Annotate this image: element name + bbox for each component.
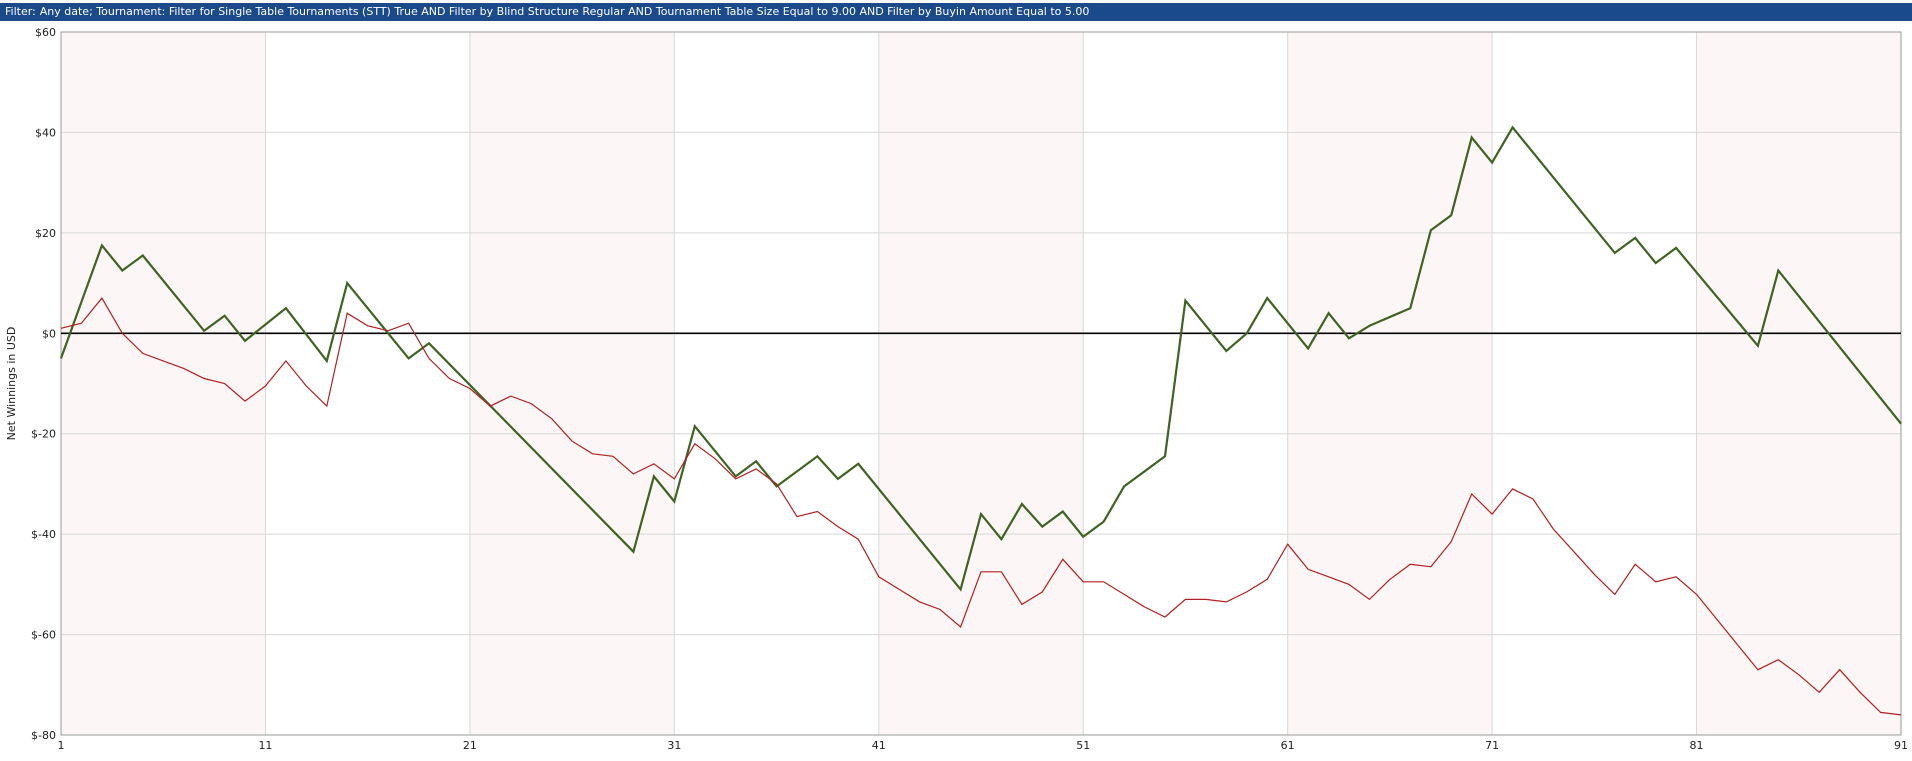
y-tick-label: $-80: [31, 729, 56, 742]
x-tick-label: 91: [1894, 739, 1908, 752]
x-tick-label: 81: [1690, 739, 1704, 752]
y-tick-label: $0: [42, 327, 56, 340]
y-tick-label: $60: [35, 26, 56, 39]
y-tick-label: $20: [35, 227, 56, 240]
x-tick-label: 11: [258, 739, 272, 752]
chart-band: [265, 32, 470, 735]
x-axis-ticks: 1 11 21 31 41 51 61 71 81 91: [58, 739, 1909, 752]
filter-text: Any date; Tournament: Filter for Single …: [39, 5, 1090, 18]
y-axis-ticks: $60 $40 $20 $0 $-20 $-40 $-60 $-80: [31, 26, 56, 742]
chart-svg: $60$40$20$0$-20$-40$-60$-80 1 11 21 31 41 51 6…: [5, 26, 1909, 752]
chart-band: [878, 32, 1084, 735]
y-tick-label: $-60: [31, 629, 56, 642]
chart-band: [1696, 32, 1901, 735]
chart-bands: [61, 32, 1901, 735]
chart-band: [469, 32, 675, 735]
y-tick-label: $-40: [31, 528, 56, 541]
x-tick-label: 21: [463, 739, 477, 752]
filter-bar: Filter: Any date; Tournament: Filter for …: [0, 3, 1912, 21]
net-winnings-chart: $60 $40 $20 $0 $-20 $-40 $-60 $-80 1 11 21 31 41 51 6…: [0, 21, 1912, 761]
chart-band: [1287, 32, 1493, 735]
x-tick-label: 1: [58, 739, 65, 752]
filter-label: Filter:: [5, 5, 36, 18]
plot-frame: [60, 31, 1902, 736]
y-tick-label: $-20: [31, 428, 56, 441]
chart-band: [1083, 32, 1288, 735]
chart-band: [1492, 32, 1697, 735]
x-tick-label: 61: [1281, 739, 1295, 752]
series-line-2: [60, 297, 1902, 716]
chart-band: [61, 32, 266, 735]
x-tick-label: 51: [1076, 739, 1090, 752]
y-axis-label: Net Winnings in USD: [5, 327, 18, 441]
x-tick-label: 31: [667, 739, 681, 752]
x-tick-label: 71: [1485, 739, 1499, 752]
series-line-1: [59, 125, 1902, 592]
chart-series: [59, 125, 1902, 716]
x-tick-label: 41: [872, 739, 886, 752]
y-tick-label: $40: [35, 126, 56, 139]
chart-band: [674, 32, 879, 735]
